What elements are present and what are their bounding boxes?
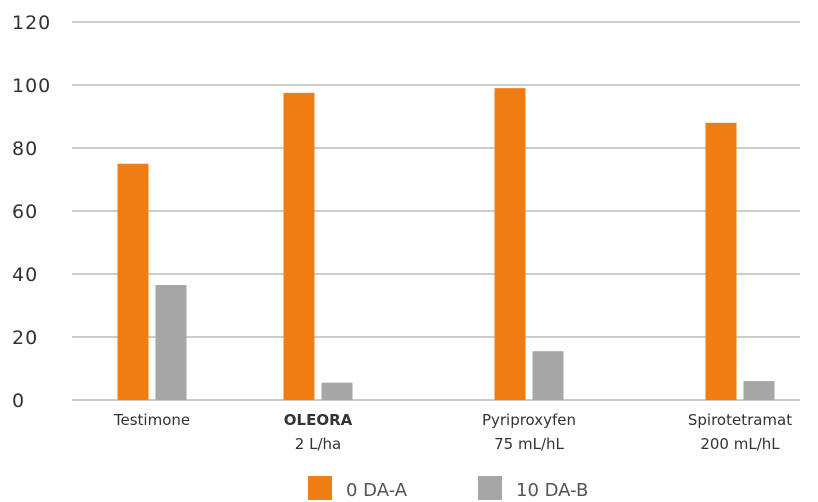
x-tick-sublabel: 2 L/ha	[295, 435, 341, 453]
x-axis-labels: Testimone OLEORA 2 L/ha Pyriproxyfen 75 mL/h…	[113, 411, 792, 453]
y-tick-label: 0	[12, 390, 25, 412]
legend: 0 DA-A 10 DA-B	[308, 476, 588, 501]
bar-0-da-a-2	[494, 88, 526, 401]
x-tick-label: Pyriproxyfen	[482, 411, 576, 429]
bar-0-da-a-1	[283, 92, 315, 400]
y-tick-label: 20	[12, 327, 38, 349]
gridlines	[72, 21, 800, 401]
legend-label: 0 DA-A	[346, 480, 408, 501]
bar-10-da-b-2	[532, 351, 564, 400]
x-tick-sublabel: 200 mL/hL	[700, 435, 780, 453]
legend-swatch	[308, 476, 332, 500]
x-tick-label: OLEORA	[284, 411, 353, 429]
x-tick-sublabel: 75 mL/hL	[494, 435, 564, 453]
y-tick-label: 120	[12, 12, 51, 34]
bar-0-da-a-3	[705, 122, 737, 401]
bar-10-da-b-1	[321, 382, 353, 400]
bar-0-da-a-0	[117, 163, 149, 400]
legend-swatch	[478, 476, 502, 500]
x-tick-label: Spirotetramat	[688, 411, 792, 429]
y-tick-label: 100	[12, 75, 51, 97]
y-tick-label: 60	[12, 201, 38, 223]
y-tick-label: 40	[12, 264, 38, 286]
bar-10-da-b-3	[743, 381, 775, 400]
y-tick-label: 80	[12, 138, 38, 160]
bars	[117, 88, 775, 401]
bar-10-da-b-0	[155, 285, 187, 400]
legend-label: 10 DA-B	[516, 480, 588, 501]
x-tick-label: Testimone	[113, 411, 190, 429]
y-axis-ticks: 0 20 40 60 80 100 120	[12, 12, 51, 412]
